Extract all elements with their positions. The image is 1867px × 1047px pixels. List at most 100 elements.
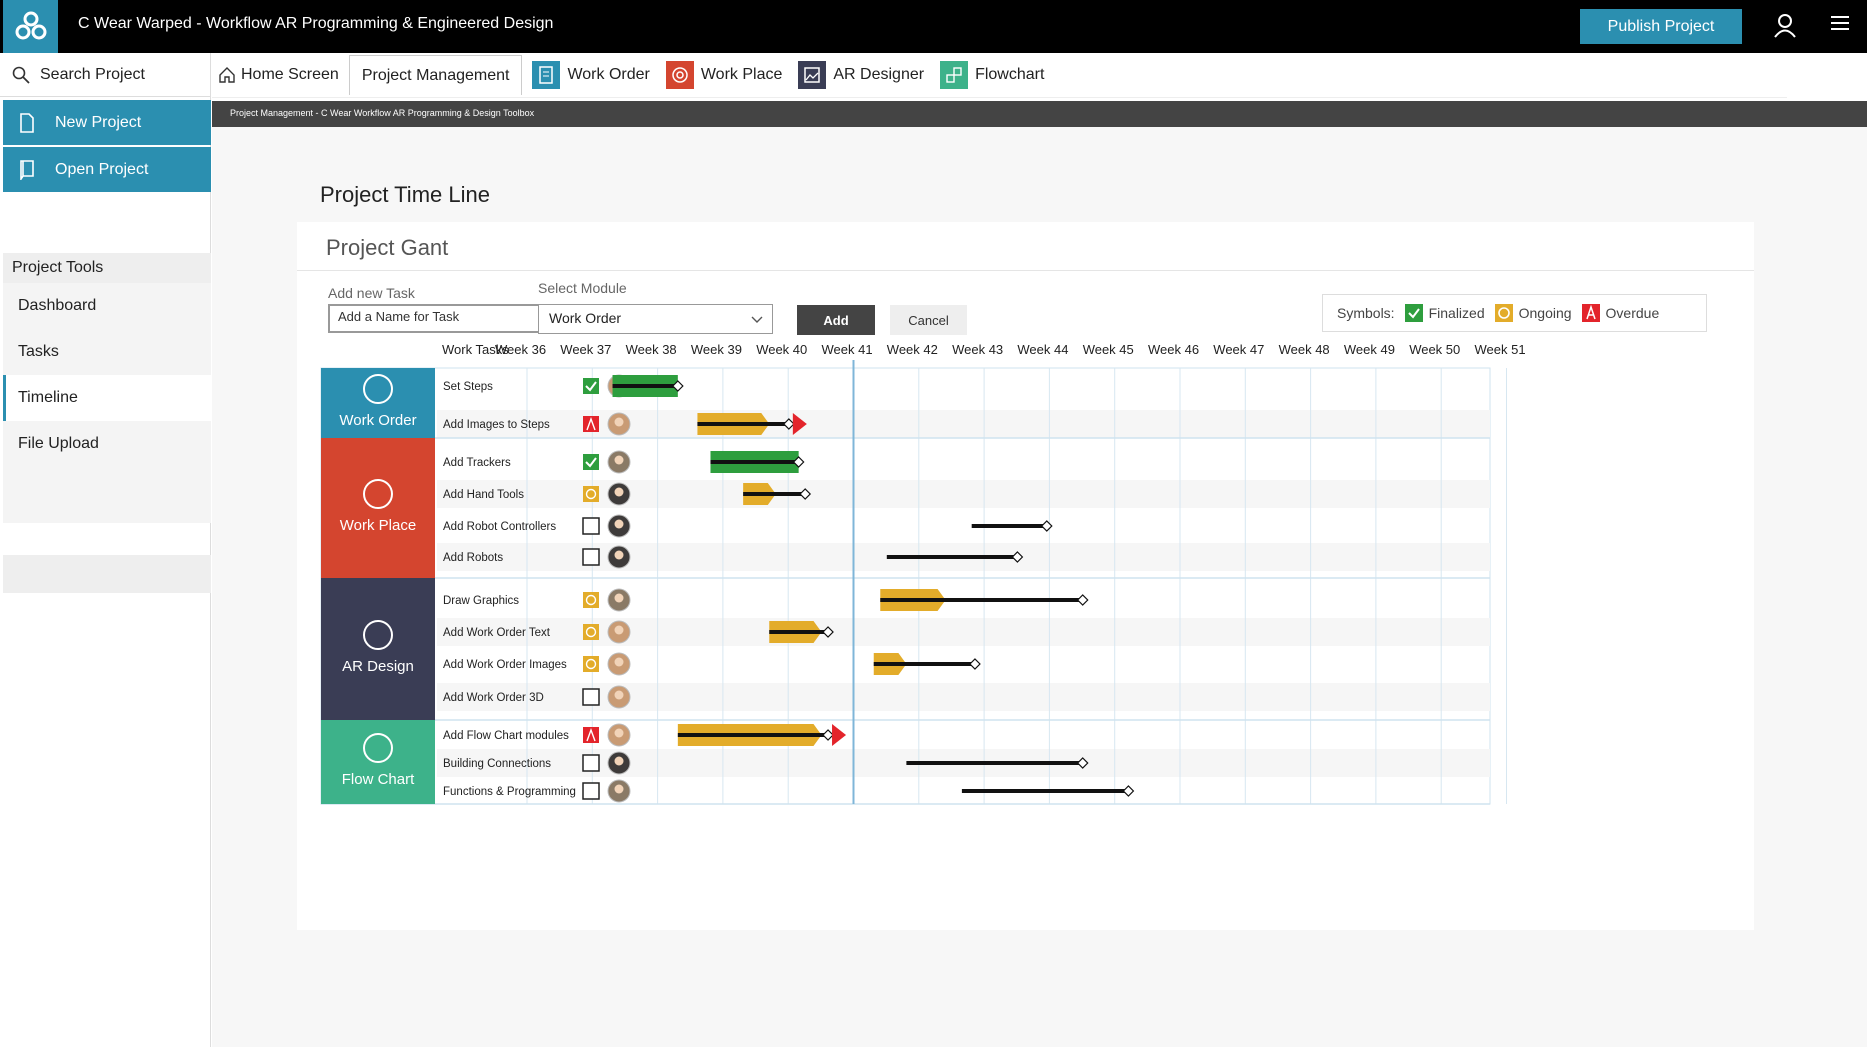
overdue-glyph — [586, 727, 596, 742]
tab-ar-designer[interactable]: AR Designer — [792, 55, 930, 95]
symbols-legend: Symbols: Finalized Ongoing Overdue — [1322, 294, 1707, 332]
status-empty-checkbox — [582, 754, 600, 772]
avatar-face — [614, 657, 624, 667]
module-select-value: Work Order — [549, 310, 622, 326]
ongoing-ring — [585, 626, 597, 638]
search-label: Search Project — [40, 65, 145, 83]
status-ongoing-icon — [583, 656, 599, 672]
main-content: Project Time Line Work Tasks Week 36 Week … — [212, 127, 1867, 1047]
week-label: Week 51 — [1475, 342, 1526, 357]
title-bar: C Wear Warped - Workflow AR Programming … — [0, 0, 1867, 53]
tab-project-management[interactable]: Project Management — [348, 55, 523, 95]
status-empty-checkbox — [582, 548, 600, 566]
legend-ongoing: Ongoing — [1494, 304, 1572, 322]
task-end-milestone — [1122, 785, 1135, 797]
tab-label: Work Order — [567, 66, 650, 83]
avatar-face — [614, 519, 624, 529]
module-icon-shape — [363, 374, 393, 404]
status-empty-checkbox — [582, 782, 600, 800]
search-project[interactable]: Search Project — [0, 53, 211, 97]
avatar-face — [614, 625, 624, 635]
module-name: Flow Chart — [342, 771, 415, 788]
gantt-grid-frame — [320, 367, 1491, 805]
task-name: Add Work Order Images — [443, 659, 567, 671]
avatar-face — [614, 455, 624, 465]
project-tools-list: Dashboard Tasks Timeline File Upload — [3, 283, 211, 523]
task-end-milestone — [1076, 757, 1089, 769]
task-name: Add Work Order Text — [443, 627, 551, 639]
legend-finalized: Finalized — [1404, 304, 1485, 322]
overdue-glyph — [586, 416, 596, 431]
user-icon[interactable] — [1774, 14, 1796, 43]
work-place-icon — [665, 61, 694, 89]
task-name: Add Hand Tools — [443, 489, 524, 501]
sidebar-item-timeline[interactable]: Timeline — [3, 375, 211, 421]
divider — [297, 270, 1754, 271]
project-tools-header: Project Tools — [3, 253, 211, 283]
task-name: Set Steps — [443, 381, 493, 393]
week-label: Week 50 — [1409, 342, 1460, 357]
tab-work-place[interactable]: Work Place — [660, 55, 789, 95]
tab-label: Work Place — [700, 66, 783, 83]
avatar-face — [614, 756, 624, 766]
task-name: Functions & Programming — [443, 786, 576, 798]
task-end-milestone — [1076, 594, 1089, 606]
page-title: Project Time Line — [320, 182, 490, 207]
publish-project-button[interactable]: Publish Project — [1580, 9, 1742, 44]
task-name: Add Trackers — [443, 457, 511, 469]
add-task-label: Add new Task — [328, 285, 415, 301]
week-label: Week 41 — [822, 342, 873, 357]
avatar-face — [614, 487, 624, 497]
module-name: Work Place — [340, 517, 416, 534]
cancel-button[interactable]: Cancel — [890, 305, 967, 335]
task-name: Add Robot Controllers — [443, 521, 556, 533]
sidebar-item-tasks[interactable]: Tasks — [18, 343, 59, 360]
week-label: Week 49 — [1344, 342, 1395, 357]
task-name: Add Images to Steps — [443, 419, 550, 431]
open-project-button[interactable]: Open Project — [3, 147, 211, 192]
task-name: Add Work Order 3D — [443, 692, 544, 704]
sidebar-item-dashboard[interactable]: Dashboard — [18, 297, 97, 314]
tab-label: Home Screen — [241, 66, 339, 83]
tab-flowchart[interactable]: Flowchart — [934, 55, 1050, 95]
work-place-icon — [363, 479, 393, 509]
avatar-face — [614, 728, 624, 738]
week-label: Week 37 — [560, 342, 611, 357]
avatar-face — [614, 593, 624, 603]
tab-label: Project Management — [361, 66, 510, 84]
checkmark-icon — [585, 381, 597, 392]
status-ongoing-icon — [583, 592, 599, 608]
add-task-button[interactable]: Add — [797, 305, 875, 335]
hamburger-menu-icon[interactable] — [1831, 16, 1849, 35]
status-finalized-icon — [583, 378, 599, 394]
week-label: Week 39 — [691, 342, 742, 357]
gantt-title: Project Gant — [326, 235, 449, 260]
new-project-button[interactable]: New Project — [3, 100, 211, 145]
status-finalized-icon — [583, 454, 599, 470]
task-name: Draw Graphics — [443, 595, 519, 607]
app-logo-icon — [3, 0, 58, 53]
ongoing-ring — [585, 594, 597, 606]
status-ongoing-icon — [583, 624, 599, 640]
book-icon — [20, 159, 34, 180]
select-module-label: Select Module — [538, 280, 627, 296]
week-label: Week 42 — [887, 342, 938, 357]
module-icon-shape — [363, 733, 393, 763]
task-name-input[interactable]: Add a Name for Task — [328, 304, 564, 333]
tab-work-order[interactable]: Work Order — [526, 55, 655, 95]
status-empty-checkbox — [582, 517, 600, 535]
week-label: Week 38 — [626, 342, 677, 357]
sidebar-item-file-upload[interactable]: File Upload — [18, 435, 99, 452]
module-select[interactable]: Work Order — [538, 304, 773, 334]
work-order-icon — [532, 61, 561, 89]
ongoing-ring — [585, 488, 597, 500]
ongoing-ring — [585, 658, 597, 670]
week-label: Week 48 — [1279, 342, 1330, 357]
breadcrumb: Project Management - C Wear Workflow AR … — [212, 101, 1867, 127]
avatar-face — [614, 417, 624, 427]
status-ongoing-icon — [583, 486, 599, 502]
new-file-icon — [20, 112, 34, 133]
tab-home-screen[interactable]: Home Screen — [212, 55, 345, 95]
legend-ongoing-label: Ongoing — [1518, 305, 1572, 321]
